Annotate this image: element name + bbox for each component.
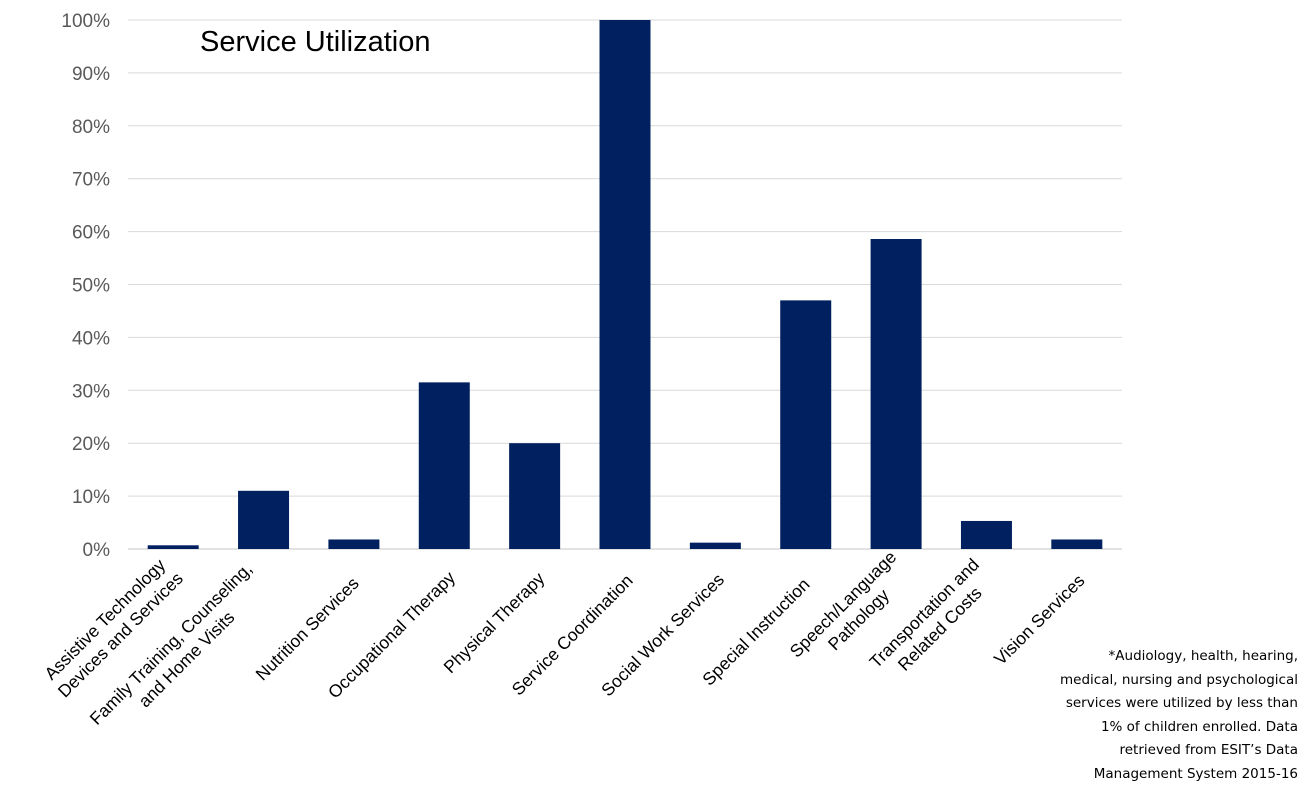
bar (871, 239, 922, 549)
y-tick-label: 0% (83, 540, 111, 561)
y-tick-label: 80% (72, 117, 110, 138)
y-tick-label: 10% (72, 487, 110, 508)
footnote-line: Management System 2015-16 (998, 763, 1298, 786)
bar (600, 20, 651, 549)
bar (419, 382, 470, 549)
y-tick-label: 30% (72, 381, 110, 402)
bar (509, 443, 560, 549)
bar (238, 491, 289, 549)
y-tick-label: 40% (72, 328, 110, 349)
footnote-line: medical, nursing and psychological (998, 669, 1298, 693)
y-tick-label: 50% (72, 276, 110, 297)
footnote: *Audiology, health, hearing, medical, nu… (998, 645, 1298, 786)
bar (328, 539, 379, 549)
footnote-line: *Audiology, health, hearing, (998, 645, 1298, 669)
y-tick-label: 90% (72, 64, 110, 85)
y-tick-label: 60% (72, 223, 110, 244)
y-tick-label: 70% (72, 170, 110, 191)
footnote-line: 1% of children enrolled. Data (998, 716, 1298, 740)
y-axis-tick-labels: 0% 10% 20% 30% 40% 50% 60% 70% 80% 90% 100% (61, 11, 110, 561)
bar (148, 545, 199, 549)
bar (1051, 539, 1102, 549)
bar (780, 300, 831, 549)
chart-title: Service Utilization (200, 26, 430, 59)
bar (690, 543, 741, 549)
y-tick-label: 100% (61, 11, 110, 32)
x-axis-tick-labels: Assistive TechnologyDevices and Services… (38, 547, 1088, 745)
y-tick-label: 20% (72, 434, 110, 455)
footnote-line: retrieved from ESIT’s Data (998, 739, 1298, 763)
footnote-line: services were utilized by less than (998, 692, 1298, 716)
bar (961, 521, 1012, 549)
